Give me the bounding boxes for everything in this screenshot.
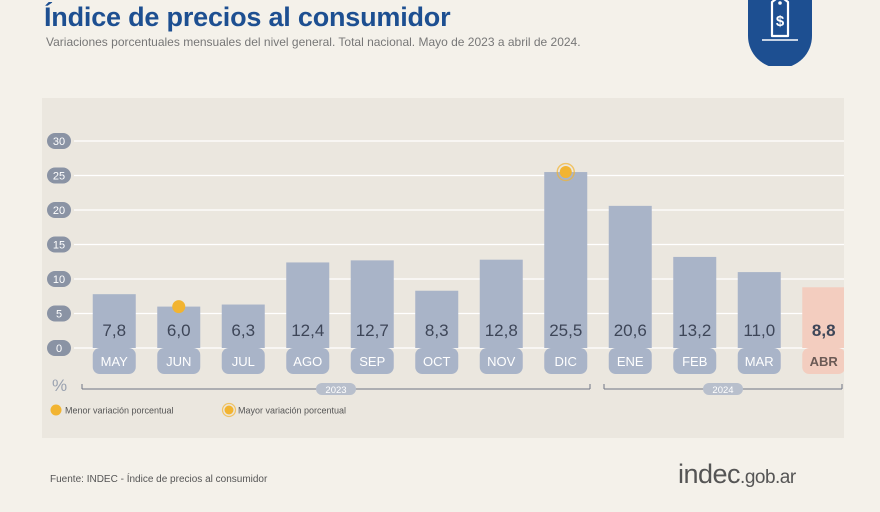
bar bbox=[544, 172, 588, 348]
y-tick-pill bbox=[47, 202, 71, 218]
bar bbox=[479, 259, 523, 348]
category-label: DIC bbox=[555, 354, 577, 369]
y-tick-label: 5 bbox=[56, 309, 62, 321]
category-label: ABR bbox=[810, 354, 839, 369]
bar bbox=[157, 306, 201, 348]
chart-title: Índice de precios al consumidor bbox=[44, 2, 451, 32]
chart-panel: 0 5 10 15 20 25 30 MAY 7,8 JUN 6,0 JUL 6,3 AGO 12,4 SEP… bbox=[42, 98, 844, 438]
category-pill bbox=[673, 348, 717, 374]
bar bbox=[92, 294, 136, 348]
category-label: NOV bbox=[487, 354, 516, 369]
category-label: MAR bbox=[745, 354, 774, 369]
category-label: ENE bbox=[617, 354, 644, 369]
value-label: 13,2 bbox=[678, 321, 711, 340]
svg-text:$: $ bbox=[776, 13, 785, 30]
y-tick-pill bbox=[47, 340, 71, 356]
y-tick-pill bbox=[47, 236, 71, 253]
year-pill bbox=[703, 383, 743, 395]
bar bbox=[608, 205, 652, 348]
y-tick-label: 15 bbox=[53, 240, 65, 252]
value-label: 8,3 bbox=[425, 321, 449, 340]
category-pill bbox=[286, 348, 330, 374]
value-label: 7,8 bbox=[102, 321, 126, 340]
legend-max-label: Mayor variación porcentual bbox=[238, 406, 346, 416]
legend-max-halo bbox=[221, 402, 237, 418]
y-axis-unit: % bbox=[52, 376, 67, 395]
category-pill bbox=[608, 348, 652, 374]
value-label: 25,5 bbox=[549, 321, 582, 340]
bar bbox=[737, 272, 781, 348]
category-pill bbox=[92, 348, 136, 374]
category-label: JUL bbox=[232, 354, 255, 369]
category-pill bbox=[479, 348, 523, 374]
value-label: 20,6 bbox=[614, 321, 647, 340]
y-tick-label: 20 bbox=[53, 205, 65, 217]
y-tick-label: 10 bbox=[53, 274, 65, 286]
legend-max-icon bbox=[224, 405, 234, 415]
y-tick-pill bbox=[47, 271, 71, 287]
value-label: 8,8 bbox=[812, 321, 836, 340]
category-pill bbox=[415, 348, 459, 374]
value-label: 6,0 bbox=[167, 321, 191, 340]
max-marker bbox=[559, 166, 572, 179]
value-label: 6,3 bbox=[231, 321, 255, 340]
y-tick-label: 0 bbox=[56, 343, 62, 355]
value-label: 12,8 bbox=[485, 321, 518, 340]
value-label: 12,4 bbox=[291, 321, 324, 340]
category-label: JUN bbox=[166, 354, 191, 369]
year-label: 2023 bbox=[325, 385, 346, 396]
y-tick-pill bbox=[47, 305, 71, 322]
y-tick-pill bbox=[47, 167, 71, 184]
y-tick-pill bbox=[47, 133, 71, 149]
y-tick-label: 30 bbox=[53, 136, 65, 148]
bar bbox=[802, 287, 844, 348]
min-marker bbox=[172, 300, 186, 314]
category-label: SEP bbox=[359, 354, 385, 369]
bar-chart: 0 5 10 15 20 25 30 MAY 7,8 JUN 6,0 JUL 6,3 AGO 12,4 SEP… bbox=[47, 133, 844, 418]
category-label: AGO bbox=[293, 354, 322, 369]
value-label: 12,7 bbox=[356, 321, 389, 340]
category-pill bbox=[802, 348, 844, 374]
category-pill bbox=[737, 348, 781, 374]
bar bbox=[221, 304, 265, 348]
year-pill bbox=[316, 383, 356, 395]
indec-logo: indec.gob.ar bbox=[678, 459, 796, 490]
category-pill bbox=[157, 348, 201, 374]
source-note: Fuente: INDEC - Índice de precios al con… bbox=[50, 474, 268, 485]
bar bbox=[286, 262, 330, 348]
category-label: MAY bbox=[101, 354, 129, 369]
chart-subtitle: Variaciones porcentuales mensuales del n… bbox=[46, 35, 581, 49]
value-label: 11,0 bbox=[743, 321, 775, 340]
category-label: OCT bbox=[423, 354, 451, 369]
price-tag-dollar-icon: $ bbox=[748, 0, 812, 68]
logo-main: indec bbox=[678, 459, 741, 489]
category-pill bbox=[544, 348, 588, 374]
legend-min-icon bbox=[50, 404, 62, 416]
bar bbox=[350, 260, 394, 348]
max-marker-halo bbox=[556, 162, 575, 182]
y-tick-label: 25 bbox=[53, 171, 65, 183]
bar bbox=[415, 290, 459, 348]
logo-suffix: .gob.ar bbox=[740, 467, 796, 488]
year-label: 2024 bbox=[712, 385, 733, 396]
category-pill bbox=[221, 348, 265, 374]
legend-min-label: Menor variación porcentual bbox=[65, 406, 174, 416]
bar bbox=[673, 256, 717, 348]
category-pill bbox=[350, 348, 394, 374]
category-label: FEB bbox=[682, 354, 707, 369]
